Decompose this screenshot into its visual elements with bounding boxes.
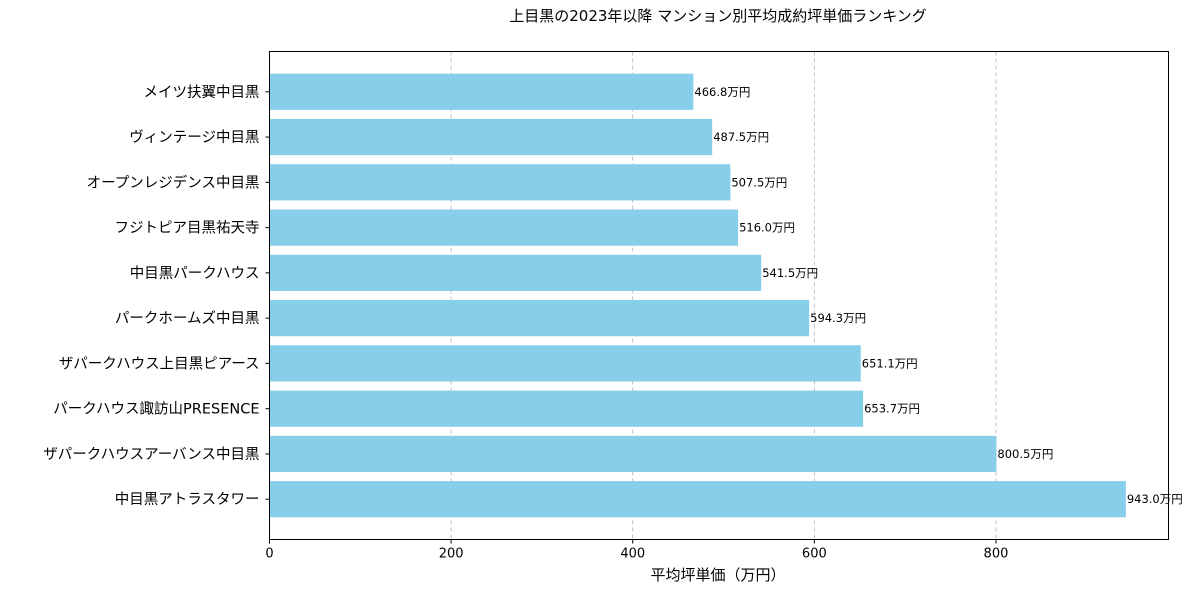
- y-tick-label: オープンレジデンス中目黒: [87, 173, 260, 191]
- y-tick-label: 中目黒パークハウス: [130, 265, 260, 282]
- y-tick-label: ザパークハウスアーバンス中目黒: [43, 446, 259, 463]
- bar: [269, 73, 694, 110]
- x-tick-label: 400: [620, 547, 645, 562]
- bar-value-label: 466.8万円: [694, 85, 750, 99]
- bar-value-label: 800.5万円: [997, 447, 1053, 461]
- plot-frame: [269, 51, 1169, 540]
- bar-value-label: 487.5万円: [713, 130, 769, 144]
- bar-value-label: 651.1万円: [862, 356, 918, 370]
- bar: [269, 481, 1126, 518]
- y-tick-label: フジトピア目黒祐天寺: [115, 220, 260, 237]
- y-tick-label: ザパークハウス上目黒ピアース: [59, 355, 260, 372]
- y-tick-label: 中目黒アトラスタワー: [115, 491, 260, 508]
- chart-title: 上目黒の2023年以降 マンション別平均成約坪単価ランキング: [509, 7, 927, 25]
- x-tick-label: 600: [802, 547, 827, 562]
- y-tick-label: パークハウス諏訪山PRESENCE: [53, 401, 259, 418]
- x-tick-label: 200: [439, 547, 464, 562]
- bar-value-label: 594.3万円: [810, 311, 866, 325]
- x-tick-label: 0: [265, 547, 273, 562]
- bar-value-label: 507.5万円: [731, 175, 787, 189]
- y-tick-label: パークホームズ中目黒: [115, 310, 260, 327]
- bar: [269, 300, 810, 337]
- bar: [269, 345, 861, 382]
- bar-value-label: 943.0万円: [1127, 492, 1183, 506]
- x-tick-label: 800: [984, 547, 1009, 562]
- bar-value-label: 653.7万円: [864, 402, 920, 416]
- bar: [269, 390, 864, 427]
- y-tick-label: メイツ扶翼中目黒: [144, 84, 260, 101]
- bar: [269, 435, 997, 473]
- y-tick-label: ヴィンテージ中目黒: [129, 129, 259, 146]
- bar-value-label: 541.5万円: [762, 266, 818, 280]
- bar: [269, 164, 731, 201]
- bar: [269, 209, 739, 246]
- bar: [269, 254, 762, 291]
- bar-value-label: 516.0万円: [739, 221, 795, 235]
- bar: [269, 118, 713, 156]
- x-axis-label: 平均坪単価（万円）: [650, 566, 785, 584]
